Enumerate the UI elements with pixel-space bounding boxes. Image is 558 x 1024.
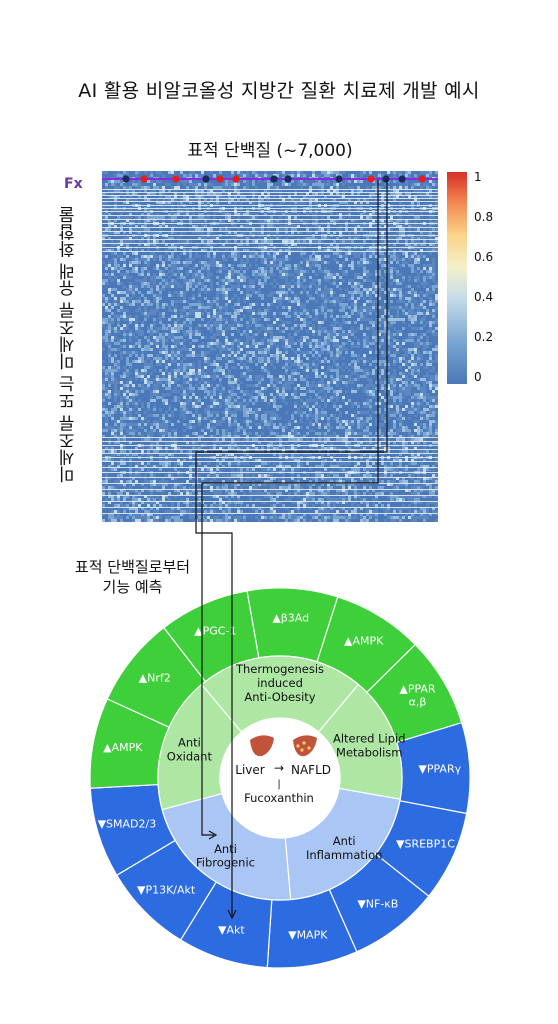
heatmap-row-line [102,483,438,484]
colorbar [447,172,467,384]
target-label: ▼Akt [218,923,245,936]
fx-hit-dot [140,175,148,183]
target-label: ▲AMPK [103,741,143,754]
center-circle [219,717,341,839]
function-wheel: ▲β3Ad ▲AMPK ▲PPAR α,β ▼PPARγ ▼SREBP1C ▼NF-κB ▼M… [90,588,470,968]
fx-hit-dot [172,175,180,183]
target-label: ▲Nrf2 [139,671,171,684]
colorbar-tick: 0 [474,370,482,384]
fx-row-label: Fx [64,176,83,192]
heatmap-row-line [102,501,438,502]
target-label: ▲AMPK [344,635,384,648]
heatmap-row-line [102,219,438,220]
heatmap-row-line [102,223,438,224]
heatmap-row-line [102,437,438,438]
fx-hit-dot [216,175,224,183]
heatmap-row-line [102,195,438,196]
target-label: ▲β3Ad [272,611,309,624]
fat-droplet [300,748,304,752]
center-arrow-icon: → [274,761,284,775]
fx-hit-dot [382,175,390,183]
fx-hit-dot [284,175,292,183]
heatmap-row-line [102,192,438,193]
heatmap-row-line [102,227,438,228]
prediction-label: 표적 단백질로부터 기능 예측 [74,558,191,596]
heatmap-row-line [102,208,438,209]
target-label: ▼MAPK [288,929,328,942]
fat-droplet [296,744,300,748]
heatmap-row-line [102,495,438,496]
fat-droplet [302,741,306,745]
fx-hit-dot [232,175,240,183]
heatmap-row-line [102,239,438,240]
target-label: ▲PPAR α,β [399,683,436,709]
heatmap-y-axis-label: 미세조류 또는 미세조류 유래 화합물 [59,206,79,484]
target-label: ▼PPARγ [418,762,461,775]
heatmap-row-line [102,472,438,473]
fx-hit-dot [398,175,406,183]
fx-hit-dot [270,175,278,183]
fx-hit-dot [202,175,210,183]
target-label: ▼NF-κB [357,898,398,911]
heatmap-row-line [102,201,438,202]
heatmap-row-line [102,513,438,514]
heatmap-row-line [102,205,438,206]
heatmap-row-line [102,477,438,478]
heatmap-row-line [102,467,438,468]
colorbar-tick: 1 [474,170,482,184]
heatmap-title: 표적 단백질 (~7,000) [187,141,353,161]
heatmap [102,171,438,522]
heatmap-row-line [102,461,438,462]
heatmap-row-line [102,189,438,190]
colorbar-tick: 0.6 [474,250,494,264]
heatmap-row-line [102,251,438,252]
heatmap-row-line [102,231,438,232]
heatmap-row-line [102,198,438,199]
center-inhibit-bar: | [277,779,280,790]
colorbar-tick: 0.4 [474,290,494,304]
fat-droplet [307,746,311,750]
colorbar-tick: 0.8 [474,210,494,224]
target-label: ▲PGC-1 [194,625,236,638]
center-liver-label: Liver [235,763,265,777]
function-label: Altered Lipid Metabolism [333,731,406,759]
fx-hit-dot [335,175,343,183]
center-nafld-label: NAFLD [291,763,331,777]
fx-hit-dot [418,175,426,183]
heatmap-row-line [102,243,438,244]
heatmap-row-line [102,235,438,236]
heatmap-row-line [102,445,438,446]
heatmap-row-line [102,449,438,450]
fx-hit-dot [367,175,375,183]
target-label: ▼P13K/Akt [137,883,196,896]
colorbar-tick: 0.2 [474,330,494,344]
target-label: ▼SREBP1C [396,838,455,851]
heatmap-row-line [102,489,438,490]
page-title: AI 활용 비알코올성 지방간 질환 치료제 개발 예시 [78,80,480,102]
heatmap-row-line [102,441,438,442]
fx-hit-dot [122,175,130,183]
heatmap-row-line [102,247,438,248]
heatmap-row-line [102,453,438,454]
heatmap-row-line [102,457,438,458]
heatmap-row-line [102,507,438,508]
target-label: ▼SMAD2/3 [98,818,157,831]
heatmap-row-line [102,211,438,212]
heatmap-row-line [102,215,438,216]
center-compound-label: Fucoxanthin [244,791,314,805]
